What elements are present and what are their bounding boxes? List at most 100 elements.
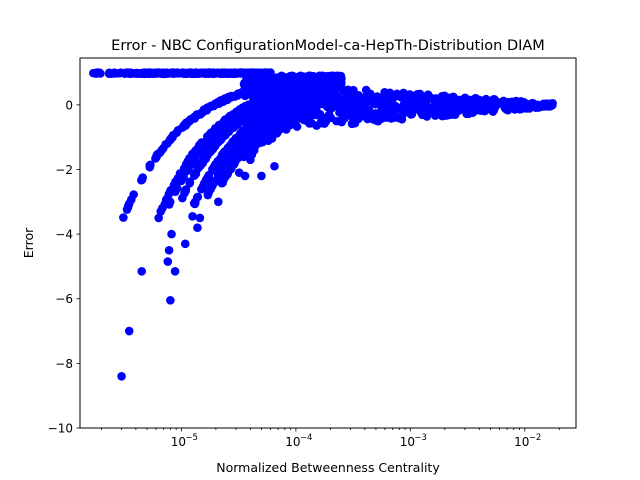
scatter-point-1379: [217, 178, 227, 188]
scatter-point-2543: [305, 117, 315, 127]
scatter-point-2464: [356, 107, 365, 117]
x-tick-exponent: −2: [529, 433, 542, 443]
y-tick-label: 0: [65, 98, 73, 112]
scatter-point-2089: [322, 74, 332, 84]
scatter-point-2548: [315, 110, 324, 119]
scatter-point-2574: [298, 112, 308, 121]
scatter-point-2630: [188, 212, 197, 221]
scatter-point-2597: [373, 92, 382, 101]
scatter-point-2562: [533, 102, 542, 112]
scatter-point-2542: [338, 111, 347, 120]
scatter-point-892: [185, 177, 195, 187]
scatter-point-2636: [240, 171, 250, 181]
scatter-point-415: [181, 121, 190, 131]
scatter-point-2539: [371, 109, 381, 118]
scatter-point-2544: [320, 119, 329, 128]
scatter-point-2617: [524, 100, 533, 110]
scatter-point-2618: [443, 103, 453, 112]
scatter-point-933: [207, 145, 216, 154]
scatter-point-2567: [310, 95, 320, 105]
plot-frame: [79, 57, 577, 429]
scatter-point-428: [165, 135, 175, 145]
scatter-point-255: [143, 69, 153, 79]
scatter-point-408: [122, 205, 132, 214]
scatter-point-2613: [303, 102, 313, 111]
scatter-point-2550: [422, 112, 432, 121]
x-axis-label: Normalized Betweenness Centrality: [216, 460, 440, 475]
scatter-point-258: [204, 69, 213, 78]
scatter-point-2569: [404, 100, 414, 110]
scatter-point-2073: [264, 94, 274, 104]
scatter-point-2097: [268, 102, 278, 112]
scatter-point-2095: [286, 74, 295, 84]
scatter-point-234: [187, 69, 197, 78]
scatter-point-2631: [190, 197, 200, 207]
scatter-point-259: [94, 68, 104, 78]
scatter-point-2441: [364, 105, 374, 115]
scatter-point-217: [125, 68, 134, 78]
y-tick-label: −6: [55, 292, 73, 306]
scatter-point-2094: [252, 110, 261, 120]
scatter-point-2621: [117, 372, 126, 381]
scatter-point-2009: [272, 126, 282, 136]
scatter-point-2614: [397, 90, 406, 100]
scatter-point-1106: [213, 157, 222, 167]
scatter-point-2085: [262, 87, 271, 96]
scatter-point-257: [104, 69, 114, 78]
scatter-point-378: [127, 195, 136, 204]
scatter-point-2368: [304, 87, 313, 96]
scatter-point-2606: [329, 100, 339, 110]
scatter-point-2615: [482, 102, 492, 111]
scatter-point-1087: [217, 150, 227, 160]
scatter-point-220: [229, 69, 239, 79]
scatter-point-2076: [251, 127, 261, 137]
y-axis-ticks: 0 −2 −4 −6 −8 −10: [48, 98, 80, 436]
scatter-point-2624: [166, 296, 175, 305]
scatter-point-2486: [281, 125, 291, 134]
scatter-point-2573: [415, 101, 424, 111]
scatter-point-1278: [205, 186, 214, 195]
scatter-point-236: [219, 68, 229, 77]
scatter-point-2025: [249, 146, 259, 155]
scatter-point-2580: [373, 116, 383, 126]
scatter-point-2553: [388, 110, 398, 119]
y-axis-label: Error: [21, 227, 36, 258]
scatter-point-2062: [252, 89, 261, 99]
scatter-point-421: [189, 112, 199, 122]
scatter-point-2620: [548, 98, 557, 108]
x-tick-label: 10: [171, 435, 186, 449]
scatter-point-2018: [240, 113, 250, 123]
scatter-point-2066: [262, 76, 272, 85]
scatter-point-1098: [208, 165, 217, 174]
scatter-point-2625: [170, 266, 180, 276]
scatter-point-2036: [252, 99, 262, 108]
scatter-point-2092: [272, 75, 281, 84]
scatter-point-327: [145, 161, 155, 170]
scatter-point-743: [183, 164, 192, 174]
scatter-point-2510: [362, 89, 372, 98]
scatter-point-480: [158, 203, 167, 213]
scatter-point-750: [195, 147, 205, 156]
scatter-point-256: [173, 68, 182, 78]
y-tick-label: −8: [55, 357, 73, 371]
scatter-point-427: [152, 152, 161, 162]
scatter-point-392: [138, 173, 147, 182]
scatter-point-426: [218, 97, 228, 107]
scatter-point-2015: [240, 91, 250, 101]
x-axis-ticks: 10 −5 10 −4 10 −3 10 −2: [101, 428, 560, 449]
x-tick-exponent: −5: [185, 433, 198, 443]
scatter-point-2096: [332, 80, 342, 90]
scatter-point-2421: [488, 107, 498, 116]
scatter-point-2627: [164, 245, 174, 255]
scatter-point-2566: [443, 110, 453, 120]
x-tick-label: 10: [514, 435, 529, 449]
scatter-point-898: [180, 188, 189, 198]
scatter-point-764: [188, 157, 198, 167]
x-tick-exponent: −3: [414, 433, 427, 443]
scatter-point-2087: [275, 110, 285, 119]
scatter-point-2608: [464, 109, 473, 119]
scatter-point-937: [227, 123, 237, 133]
scatter-point-2600: [337, 117, 346, 127]
scatter-point-2444: [326, 113, 336, 123]
